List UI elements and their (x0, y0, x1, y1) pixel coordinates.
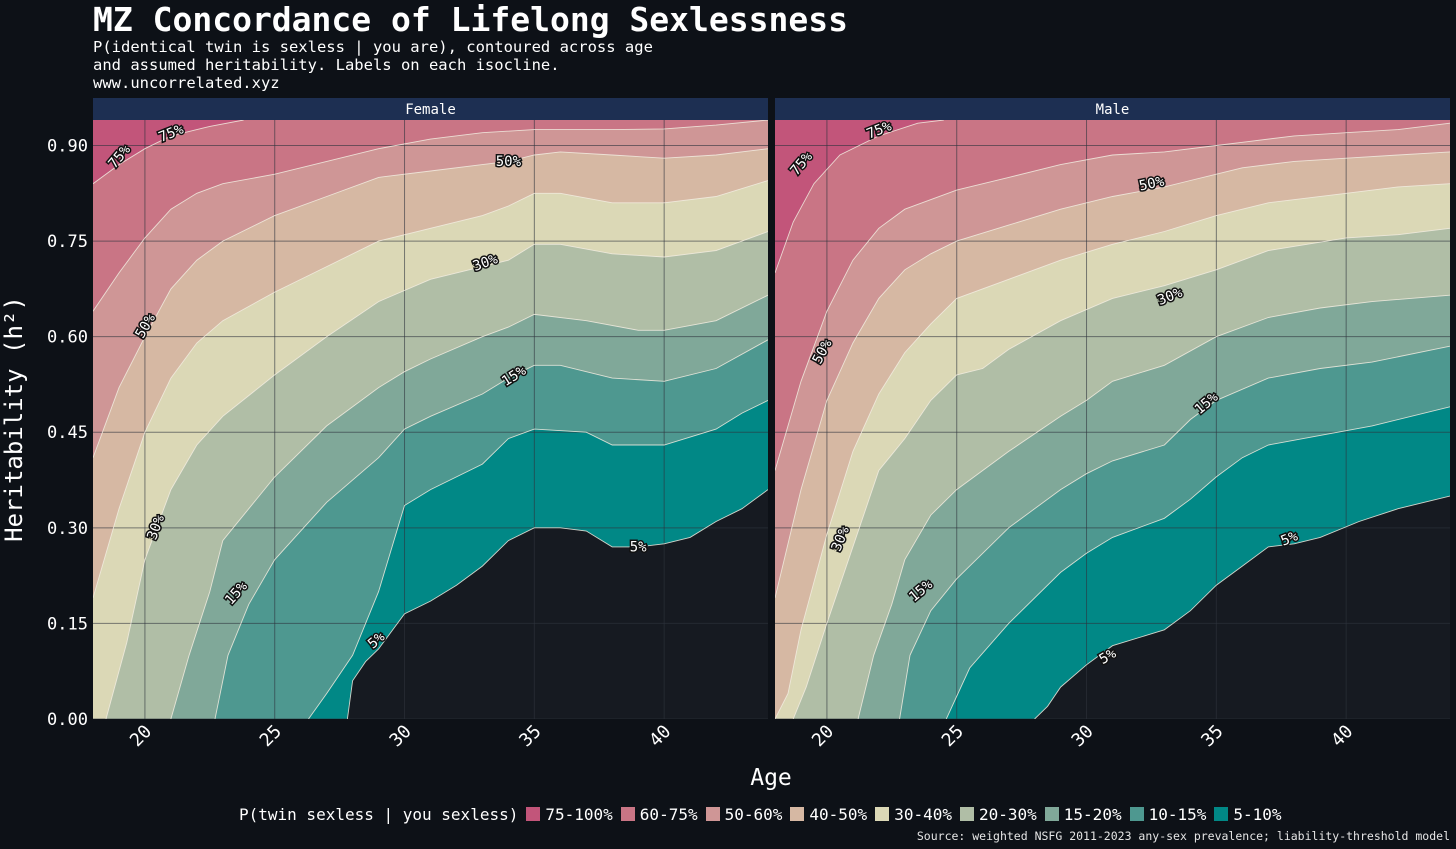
legend-swatch (875, 807, 890, 821)
legend-swatch (526, 807, 541, 821)
x-tick-label: 20 (808, 721, 838, 751)
legend-label: 30-40% (894, 804, 952, 824)
y-tick-label: 0.00 (47, 710, 88, 730)
legend-item: 75-100% (526, 804, 613, 824)
legend-item: 30-40% (875, 805, 952, 824)
isocline-10 (945, 406, 1450, 719)
x-tick-label: 20 (126, 721, 156, 751)
isocline-15 (899, 345, 1450, 719)
isocline-15 (214, 339, 768, 719)
isocline-label: 5% (630, 539, 647, 555)
legend-item: 10-15% (1129, 804, 1207, 824)
isocline-30 (792, 227, 1450, 719)
isocline-60 (93, 120, 768, 312)
legend-label: 5-10% (1233, 804, 1282, 824)
legend-label: 75-100% (545, 804, 613, 824)
isocline-5 (1034, 495, 1450, 719)
x-tick-label: 25 (256, 721, 286, 751)
facet-strip-label: Female (405, 102, 456, 118)
isocline-40 (93, 180, 768, 599)
y-tick-label: 0.45 (47, 423, 88, 443)
subtitle-line-2: and assumed heritability. Labels on each… (93, 56, 560, 74)
chart-title: MZ Concordance of Lifelong Sexlessness (93, 0, 848, 39)
y-axis-title: Heritability (h²) (0, 296, 28, 542)
legend-swatch (705, 807, 720, 821)
isocline-label: 50% (496, 154, 522, 170)
y-tick-label: 0.30 (47, 519, 88, 539)
x-tick-label: 35 (515, 721, 545, 751)
legend-swatch (1044, 807, 1059, 821)
y-tick-label: 0.75 (47, 232, 88, 252)
legend-item: 50-60% (705, 804, 783, 824)
band-below-5 (93, 489, 768, 719)
y-tick-label: 0.60 (47, 328, 88, 348)
facet-strip (775, 98, 1450, 120)
legend-swatch (790, 807, 805, 821)
isocline-50 (93, 148, 768, 458)
legend-swatch (1214, 807, 1229, 821)
subtitle-line-1: P(identical twin is sexless | you are), … (93, 38, 653, 56)
isocline-10 (308, 399, 768, 719)
isocline-75 (775, 120, 944, 274)
legend-label: 40-50% (809, 804, 868, 824)
legend-item: 5-10% (1214, 804, 1282, 824)
legend-swatch (620, 807, 635, 821)
legend-title: P(twin sexless | you sexless) (239, 804, 519, 824)
isocline-60 (775, 122, 1450, 471)
x-tick-label: 30 (386, 721, 416, 751)
isocline-75 (93, 120, 244, 185)
legend-item: 15-20% (1044, 804, 1122, 824)
isocline-30 (105, 231, 768, 719)
isocline-20 (857, 294, 1450, 719)
legend-label: 10-15% (1148, 804, 1207, 824)
x-tick-label: 40 (645, 721, 675, 751)
legend-label: 50-60% (724, 804, 783, 824)
legend-item: 40-50% (790, 805, 867, 824)
legend-swatch (1129, 807, 1144, 821)
x-tick-label: 25 (938, 721, 968, 751)
x-axis-title: Age (750, 765, 792, 791)
x-tick-label: 40 (1327, 721, 1357, 751)
y-tick-label: 0.90 (47, 136, 88, 156)
facet-strip-label: Male (1096, 102, 1130, 118)
legend-item: 20-30% (959, 804, 1037, 824)
source-caption: Source: weighted NSFG 2011-2023 any-sex … (916, 829, 1450, 843)
subtitle-url: www.uncorrelated.xyz (93, 74, 280, 92)
legend-label: 15-20% (1063, 804, 1122, 824)
legend: P(twin sexless | you sexless) 75-100% 60-… (239, 803, 1290, 825)
legend-item: 60-75% (620, 804, 698, 824)
y-tick-label: 0.15 (47, 614, 88, 634)
facet-strip (93, 98, 768, 120)
legend-label: 20-30% (978, 804, 1037, 824)
legend-swatch (959, 807, 974, 821)
legend-label: 60-75% (639, 804, 698, 824)
panel-plot-area (93, 120, 768, 719)
isocline-40 (775, 183, 1450, 719)
x-tick-label: 35 (1197, 721, 1227, 751)
isocline-50 (775, 151, 1450, 599)
x-tick-label: 30 (1068, 721, 1098, 751)
isocline-5 (346, 489, 768, 719)
panel-plot-area (775, 120, 1450, 719)
band-below-5 (775, 496, 1450, 719)
isocline-20 (170, 294, 768, 719)
legend-items: 75-100% 60-75% 50-60% 40-50% 30-40% 20-30% 15-… (526, 805, 1289, 824)
